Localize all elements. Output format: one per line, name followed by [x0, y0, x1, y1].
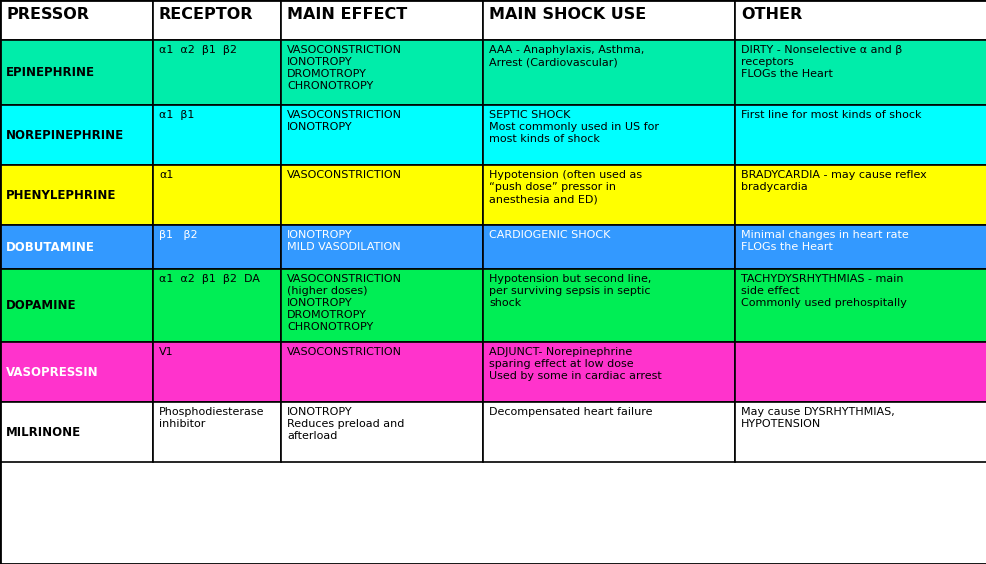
Text: IONOTROPY
MILD VASODILATION: IONOTROPY MILD VASODILATION: [287, 230, 400, 252]
Bar: [281, 269, 482, 342]
Bar: [153, 402, 281, 462]
Text: α1  α2  β1  β2  DA: α1 α2 β1 β2 DA: [159, 274, 259, 284]
Text: VASOPRESSIN: VASOPRESSIN: [6, 365, 99, 378]
Text: MILRINONE: MILRINONE: [6, 425, 81, 438]
Bar: [735, 105, 986, 165]
Bar: [153, 165, 281, 225]
Bar: [735, 0, 986, 40]
Bar: [0, 402, 153, 462]
Bar: [482, 105, 735, 165]
Bar: [735, 165, 986, 225]
Text: NOREPINEPHRINE: NOREPINEPHRINE: [6, 129, 124, 142]
Text: VASOCONSTRICTION
IONOTROPY
DROMOTROPY
CHRONOTROPY: VASOCONSTRICTION IONOTROPY DROMOTROPY CH…: [287, 45, 401, 91]
Bar: [482, 269, 735, 342]
Bar: [0, 0, 153, 40]
Text: TACHYDYSRHYTHMIAS - main
side effect
Commonly used prehospitally: TACHYDYSRHYTHMIAS - main side effect Com…: [740, 274, 906, 308]
Text: EPINEPHRINE: EPINEPHRINE: [6, 66, 95, 79]
Text: CARDIOGENIC SHOCK: CARDIOGENIC SHOCK: [488, 230, 609, 240]
Text: PHENYLEPHRINE: PHENYLEPHRINE: [6, 188, 116, 201]
Text: VASOCONSTRICTION
IONOTROPY: VASOCONSTRICTION IONOTROPY: [287, 110, 401, 132]
Bar: [482, 40, 735, 105]
Text: First line for most kinds of shock: First line for most kinds of shock: [740, 110, 921, 120]
Bar: [0, 225, 153, 269]
Bar: [153, 0, 281, 40]
Bar: [153, 342, 281, 402]
Bar: [281, 165, 482, 225]
Bar: [281, 342, 482, 402]
Text: OTHER: OTHER: [740, 7, 802, 22]
Text: Hypotension but second line,
per surviving sepsis in septic
shock: Hypotension but second line, per survivi…: [488, 274, 651, 308]
Text: RECEPTOR: RECEPTOR: [159, 7, 253, 22]
Bar: [482, 402, 735, 462]
Bar: [482, 342, 735, 402]
Bar: [153, 105, 281, 165]
Text: α1: α1: [159, 170, 174, 180]
Bar: [281, 225, 482, 269]
Bar: [735, 402, 986, 462]
Text: V1: V1: [159, 347, 174, 357]
Text: SEPTIC SHOCK
Most commonly used in US for
most kinds of shock: SEPTIC SHOCK Most commonly used in US fo…: [488, 110, 659, 144]
Text: VASOCONSTRICTION
(higher doses)
IONOTROPY
DROMOTROPY
CHRONOTROPY: VASOCONSTRICTION (higher doses) IONOTROP…: [287, 274, 401, 332]
Text: β1   β2: β1 β2: [159, 230, 197, 240]
Text: Decompensated heart failure: Decompensated heart failure: [488, 407, 652, 417]
Bar: [482, 165, 735, 225]
Bar: [735, 269, 986, 342]
Text: BRADYCARDIA - may cause reflex
bradycardia: BRADYCARDIA - may cause reflex bradycard…: [740, 170, 926, 192]
Bar: [153, 40, 281, 105]
Bar: [281, 105, 482, 165]
Bar: [0, 105, 153, 165]
Text: α1  α2  β1  β2: α1 α2 β1 β2: [159, 45, 237, 55]
Text: α1  β1: α1 β1: [159, 110, 194, 120]
Text: DOBUTAMINE: DOBUTAMINE: [6, 240, 95, 253]
Bar: [482, 0, 735, 40]
Bar: [0, 342, 153, 402]
Bar: [735, 40, 986, 105]
Bar: [735, 342, 986, 402]
Bar: [0, 165, 153, 225]
Text: PRESSOR: PRESSOR: [6, 7, 89, 22]
Text: IONOTROPY
Reduces preload and
afterload: IONOTROPY Reduces preload and afterload: [287, 407, 404, 441]
Text: AAA - Anaphylaxis, Asthma,
Arrest (Cardiovascular): AAA - Anaphylaxis, Asthma, Arrest (Cardi…: [488, 45, 644, 67]
Bar: [281, 402, 482, 462]
Text: VASOCONSTRICTION: VASOCONSTRICTION: [287, 170, 401, 180]
Bar: [153, 269, 281, 342]
Bar: [281, 40, 482, 105]
Bar: [735, 225, 986, 269]
Bar: [482, 225, 735, 269]
Text: Phosphodiesterase
inhibitor: Phosphodiesterase inhibitor: [159, 407, 264, 429]
Text: Hypotension (often used as
“push dose” pressor in
anesthesia and ED): Hypotension (often used as “push dose” p…: [488, 170, 642, 204]
Text: DOPAMINE: DOPAMINE: [6, 299, 77, 312]
Text: VASOCONSTRICTION: VASOCONSTRICTION: [287, 347, 401, 357]
Text: Minimal changes in heart rate
FLOGs the Heart: Minimal changes in heart rate FLOGs the …: [740, 230, 908, 252]
Text: DIRTY - Nonselective α and β
receptors
FLOGs the Heart: DIRTY - Nonselective α and β receptors F…: [740, 45, 901, 79]
Text: MAIN EFFECT: MAIN EFFECT: [287, 7, 407, 22]
Bar: [153, 225, 281, 269]
Text: MAIN SHOCK USE: MAIN SHOCK USE: [488, 7, 646, 22]
Bar: [0, 269, 153, 342]
Bar: [0, 40, 153, 105]
Text: ADJUNCT- Norepinephrine
sparing effect at low dose
Used by some in cardiac arres: ADJUNCT- Norepinephrine sparing effect a…: [488, 347, 661, 381]
Bar: [281, 0, 482, 40]
Text: May cause DYSRHYTHMIAS,
HYPOTENSION: May cause DYSRHYTHMIAS, HYPOTENSION: [740, 407, 894, 429]
